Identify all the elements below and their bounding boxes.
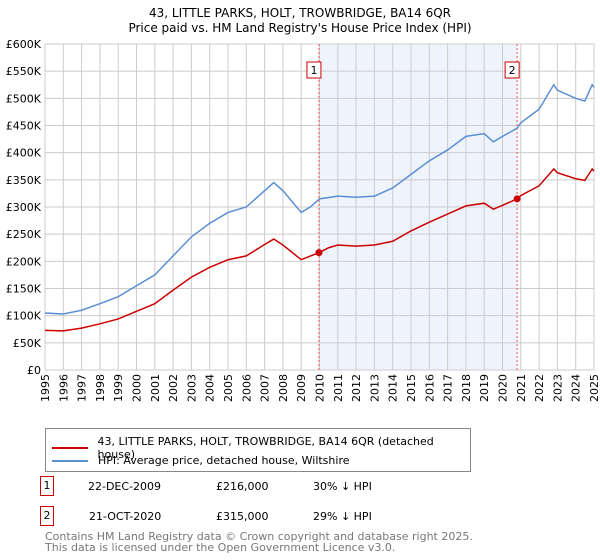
x-tick-label: 2019: [478, 374, 491, 402]
x-tick-label: 2009: [295, 374, 308, 402]
x-tick-label: 1997: [76, 374, 89, 402]
x-tick-label: 2014: [387, 374, 400, 402]
x-tick-label: 2011: [332, 374, 345, 402]
x-tick-label: 2013: [368, 374, 381, 402]
x-tick-label: 2000: [131, 374, 144, 402]
legend-blue-line: [52, 459, 88, 462]
sale-hpi-diff: 30% ↓ HPI: [313, 480, 372, 493]
sale-date: 21-OCT-2020: [89, 510, 162, 523]
y-tick-label: £350K: [6, 174, 42, 187]
y-tick-label: £100K: [6, 310, 42, 323]
x-tick-label: 2007: [259, 374, 272, 402]
x-tick-label: 2002: [167, 374, 180, 402]
x-tick-label: 2016: [423, 374, 436, 402]
legend-label-hpi: HPI: Average price, detached house, Wilt…: [98, 454, 350, 467]
legend-red-line: [52, 447, 88, 449]
x-tick-label: 2005: [222, 374, 235, 402]
sale-label-box: [504, 61, 520, 79]
x-tick-label: 2015: [405, 374, 418, 402]
x-tick-label: 1996: [57, 374, 70, 402]
sale-marker-badge: 2: [40, 506, 54, 526]
sale-label: 1: [310, 64, 317, 77]
y-tick-label: £600K: [6, 38, 42, 51]
y-tick-label: £450K: [6, 120, 42, 133]
x-tick-label: 2024: [570, 374, 583, 402]
sale-label: 2: [509, 64, 516, 77]
y-tick-label: £550K: [6, 65, 42, 78]
x-tick-label: 1999: [112, 374, 125, 402]
y-tick-label: £500K: [6, 92, 42, 105]
sale-price: £315,000: [216, 510, 269, 523]
y-tick-label: £250K: [6, 228, 42, 241]
footer: Contains HM Land Registry data © Crown c…: [45, 531, 473, 553]
x-tick-label: 1995: [39, 374, 52, 402]
sale-label-box: [306, 61, 322, 79]
y-tick-label: £50K: [13, 337, 42, 350]
footer-line-2: This data is licensed under the Open Gov…: [45, 541, 396, 554]
sale-hpi-diff: 29% ↓ HPI: [313, 510, 372, 523]
x-tick-label: 1998: [94, 374, 107, 402]
y-tick-label: £400K: [6, 147, 42, 160]
x-tick-label: 2006: [240, 374, 253, 402]
series-line: [44, 167, 595, 332]
y-tick-label: £300K: [6, 201, 42, 214]
y-tick-label: £200K: [6, 255, 42, 268]
sale-point: [315, 249, 323, 257]
footer-line-1: Contains HM Land Registry data © Crown c…: [45, 530, 473, 543]
chart-title: 43, LITTLE PARKS, HOLT, TROWBRIDGE, BA14…: [149, 6, 451, 20]
x-tick-label: 2023: [551, 374, 564, 402]
x-tick-label: 2020: [497, 374, 510, 402]
x-tick-label: 2010: [314, 374, 327, 402]
x-tick-label: 2003: [185, 374, 198, 402]
x-tick-label: 2012: [350, 374, 363, 402]
x-tick-label: 2017: [442, 374, 455, 402]
x-tick-label: 2025: [588, 374, 600, 402]
sale-point: [513, 195, 521, 203]
legend: 43, LITTLE PARKS, HOLT, TROWBRIDGE, BA14…: [45, 428, 471, 472]
x-tick-label: 2001: [149, 374, 162, 402]
x-tick-label: 2004: [204, 374, 217, 402]
y-tick-label: £150K: [6, 283, 42, 296]
legend-label-property: 43, LITTLE PARKS, HOLT, TROWBRIDGE, BA14…: [97, 435, 434, 461]
series-line: [44, 83, 595, 315]
sale-price: £216,000: [216, 480, 269, 493]
sale-date: 22-DEC-2009: [88, 480, 162, 493]
x-tick-label: 2022: [533, 374, 546, 402]
y-tick-label: £0: [27, 364, 41, 377]
price-chart: 43, LITTLE PARKS, HOLT, TROWBRIDGE, BA14…: [6, 6, 600, 402]
chart-subtitle: Price paid vs. HM Land Registry's House …: [128, 21, 471, 35]
sale-marker-badge: 1: [40, 476, 54, 496]
x-tick-label: 2008: [277, 374, 290, 402]
x-tick-label: 2018: [460, 374, 473, 402]
x-tick-label: 2021: [515, 374, 528, 402]
